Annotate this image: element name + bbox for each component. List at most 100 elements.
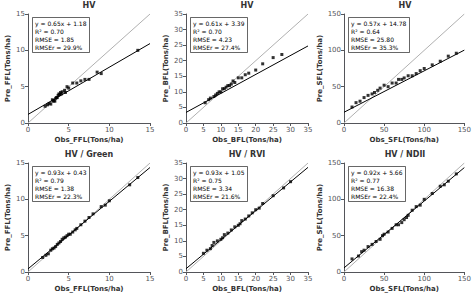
svg-text:50: 50 [380, 126, 389, 134]
svg-text:150: 150 [328, 159, 341, 167]
svg-text:20: 20 [174, 206, 183, 214]
svg-text:150: 150 [328, 10, 341, 18]
svg-text:30: 30 [286, 126, 295, 134]
svg-text:100: 100 [328, 46, 341, 54]
svg-text:20: 20 [251, 126, 260, 134]
svg-text:HV: HV [399, 1, 413, 10]
svg-text:HV: HV [241, 1, 255, 10]
svg-text:100: 100 [418, 126, 431, 134]
svg-text:50: 50 [380, 275, 389, 283]
svg-text:Obs_SFL(Tons/ha): Obs_SFL(Tons/ha) [369, 285, 438, 293]
svg-text:Pre_SFL(Tons/ha): Pre_SFL(Tons/ha) [316, 184, 324, 252]
svg-text:5: 5 [201, 126, 205, 134]
svg-text:35: 35 [304, 275, 313, 283]
svg-text:Pre_FFL(Tons/ha): Pre_FFL(Tons/ha) [4, 35, 12, 102]
svg-text:15: 15 [234, 275, 243, 283]
svg-text:RMSEr = 35.3%: RMSEr = 35.3% [351, 44, 399, 51]
svg-text:Pre_FFL(Tons/ha): Pre_FFL(Tons/ha) [4, 184, 12, 251]
svg-text:20: 20 [174, 57, 183, 65]
svg-text:Obs_BFL(Tons/ha): Obs_BFL(Tons/ha) [212, 285, 282, 293]
svg-text:y = 0.93x + 0.43: y = 0.93x + 0.43 [35, 169, 87, 177]
svg-text:Obs_FFL(Tons/ha): Obs_FFL(Tons/ha) [54, 285, 123, 293]
svg-text:15: 15 [16, 10, 25, 18]
svg-text:RMSE = 16.38: RMSE = 16.38 [351, 185, 394, 192]
svg-text:0: 0 [179, 119, 183, 127]
svg-text:50: 50 [332, 83, 341, 91]
svg-text:Obs_BFL(Tons/ha): Obs_BFL(Tons/ha) [212, 136, 282, 144]
svg-text:0: 0 [21, 119, 25, 127]
svg-text:150: 150 [458, 275, 471, 283]
svg-text:150: 150 [458, 126, 471, 134]
svg-text:10: 10 [105, 275, 114, 283]
svg-text:HV / Green: HV / Green [65, 150, 114, 159]
svg-text:Pre_BFL(Tons/ha): Pre_BFL(Tons/ha) [162, 35, 170, 103]
svg-text:RMSEr = 27.4%: RMSEr = 27.4% [193, 44, 241, 51]
svg-text:100: 100 [418, 275, 431, 283]
svg-text:y = 0.93x + 1.05: y = 0.93x + 1.05 [193, 169, 245, 177]
svg-text:RMSE = 4.23: RMSE = 4.23 [193, 36, 232, 43]
svg-text:5: 5 [66, 275, 70, 283]
svg-text:15: 15 [146, 126, 155, 134]
svg-text:R² = 0.64: R² = 0.64 [351, 28, 380, 35]
svg-text:y = 0.61x + 3.39: y = 0.61x + 3.39 [193, 20, 245, 28]
svg-text:30: 30 [286, 275, 295, 283]
svg-text:Pre_SFL(Tons/ha): Pre_SFL(Tons/ha) [316, 35, 324, 103]
svg-text:5: 5 [21, 83, 25, 91]
svg-text:15: 15 [174, 72, 183, 80]
svg-text:35: 35 [304, 126, 313, 134]
svg-text:RMSE = 1.85: RMSE = 1.85 [35, 36, 74, 43]
svg-text:10: 10 [216, 275, 225, 283]
svg-text:y = 0.65x + 1.18: y = 0.65x + 1.18 [35, 20, 87, 28]
svg-text:10: 10 [174, 88, 183, 96]
svg-text:RMSEr = 22.3%: RMSEr = 22.3% [35, 193, 83, 200]
svg-text:35: 35 [174, 159, 183, 167]
svg-text:0: 0 [184, 275, 188, 283]
svg-text:10: 10 [16, 46, 25, 54]
svg-text:15: 15 [174, 221, 183, 229]
svg-text:0: 0 [337, 119, 341, 127]
svg-text:0: 0 [342, 275, 346, 283]
svg-text:5: 5 [179, 103, 183, 111]
svg-text:HV / RVI: HV / RVI [229, 150, 266, 159]
svg-text:5: 5 [201, 275, 205, 283]
svg-text:0: 0 [337, 268, 341, 276]
svg-text:25: 25 [174, 190, 183, 198]
svg-text:15: 15 [146, 275, 155, 283]
svg-text:y = 0.92x + 5.66: y = 0.92x + 5.66 [351, 169, 403, 177]
svg-text:Obs_FFL(Tons/ha): Obs_FFL(Tons/ha) [54, 136, 123, 144]
svg-text:100: 100 [328, 195, 341, 203]
svg-text:15: 15 [16, 159, 25, 167]
svg-text:RMSE = 25.80: RMSE = 25.80 [351, 36, 394, 43]
svg-text:30: 30 [174, 26, 183, 34]
svg-text:0: 0 [179, 268, 183, 276]
svg-text:25: 25 [269, 126, 278, 134]
svg-text:RMSE = 1.38: RMSE = 1.38 [35, 185, 74, 192]
svg-text:RMSEr = 29.9%: RMSEr = 29.9% [35, 44, 83, 51]
svg-text:50: 50 [332, 232, 341, 240]
svg-text:R² = 0.75: R² = 0.75 [193, 177, 222, 184]
svg-text:R² = 0.70: R² = 0.70 [193, 28, 222, 35]
svg-text:25: 25 [174, 41, 183, 49]
svg-text:Pre_BFL(Tons/ha): Pre_BFL(Tons/ha) [162, 184, 170, 252]
svg-text:0: 0 [342, 126, 346, 134]
svg-text:0: 0 [184, 126, 188, 134]
svg-text:10: 10 [174, 237, 183, 245]
svg-text:35: 35 [174, 10, 183, 18]
svg-text:30: 30 [174, 175, 183, 183]
svg-text:R² = 0.79: R² = 0.79 [35, 177, 64, 184]
svg-text:RMSEr = 21.6%: RMSEr = 21.6% [193, 193, 241, 200]
svg-text:5: 5 [21, 232, 25, 240]
svg-text:10: 10 [105, 126, 114, 134]
svg-text:20: 20 [251, 275, 260, 283]
svg-text:R² = 0.77: R² = 0.77 [351, 177, 380, 184]
svg-text:25: 25 [269, 275, 278, 283]
svg-text:10: 10 [16, 195, 25, 203]
svg-text:HV / NDII: HV / NDII [385, 150, 426, 159]
svg-text:5: 5 [179, 252, 183, 260]
svg-text:HV: HV [83, 1, 97, 10]
svg-text:5: 5 [66, 126, 70, 134]
svg-text:0: 0 [21, 268, 25, 276]
svg-text:10: 10 [216, 126, 225, 134]
svg-text:0: 0 [26, 275, 30, 283]
svg-text:0: 0 [26, 126, 30, 134]
